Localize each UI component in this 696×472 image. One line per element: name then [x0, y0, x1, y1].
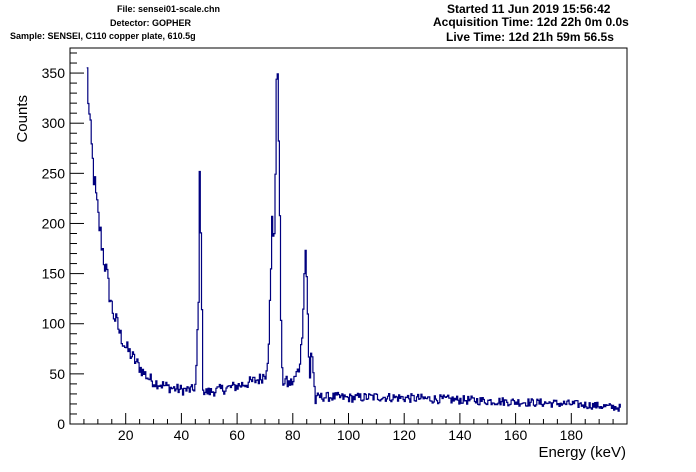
y-axis-title: Counts — [14, 95, 31, 143]
file-name-label: File: sensei01-scale.chn — [117, 4, 221, 14]
y-tick-label: 250 — [42, 165, 66, 181]
acquisition-time-label: Acquisition Time: 12d 22h 0m 0.0s — [433, 15, 629, 29]
live-time-label: Live Time: 12d 21h 59m 56.5s — [446, 30, 614, 44]
x-tick-label: 140 — [448, 427, 472, 443]
x-tick-label: 20 — [118, 427, 134, 443]
x-tick-label: 60 — [229, 427, 245, 443]
y-tick-label: 300 — [42, 115, 66, 131]
spectrum-trace — [86, 67, 621, 412]
y-tick-label: 200 — [42, 215, 66, 231]
x-tick-label: 80 — [285, 427, 301, 443]
x-tick-label: 100 — [337, 427, 361, 443]
y-tick-label: 0 — [57, 416, 65, 432]
x-axis: 20 40 60 80 100 120 140 160 180 — [69, 413, 628, 443]
x-axis-title: Energy (keV) — [538, 444, 626, 461]
x-tick-label: 120 — [393, 427, 417, 443]
y-axis: 0 50 100 150 200 250 300 350 — [42, 52, 84, 432]
y-tick-label: 350 — [42, 65, 66, 81]
started-label: Started 11 Jun 2019 15:56:42 — [447, 2, 611, 16]
x-tick-label: 160 — [504, 427, 528, 443]
y-tick-label: 50 — [49, 366, 65, 382]
y-tick-label: 150 — [42, 266, 66, 282]
plot-frame — [69, 47, 628, 425]
sample-label: Sample: SENSEI, C110 copper plate, 610.5… — [10, 31, 196, 41]
x-tick-label: 40 — [174, 427, 190, 443]
y-tick-label: 100 — [42, 316, 66, 332]
x-tick-label: 180 — [560, 427, 584, 443]
detector-label: Detector: GOPHER — [110, 18, 192, 28]
